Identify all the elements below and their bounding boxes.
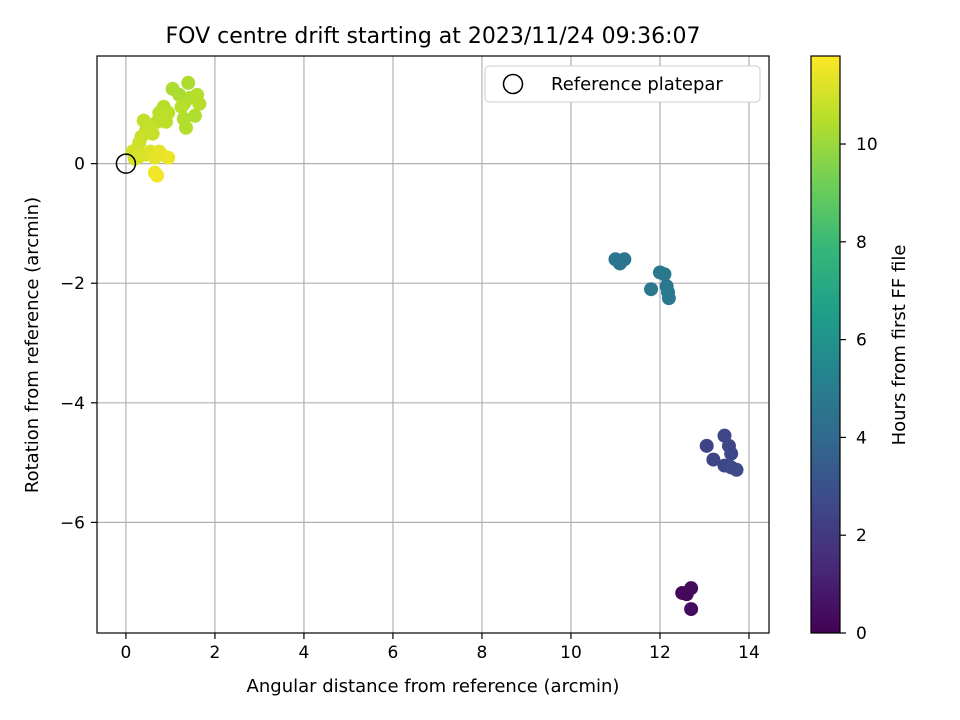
reference-platepar-marker xyxy=(115,153,137,174)
plot-frame xyxy=(96,55,770,634)
legend-box xyxy=(484,65,761,103)
data-point xyxy=(181,75,196,90)
data-point xyxy=(617,252,632,267)
data-point xyxy=(161,150,176,165)
data-point xyxy=(644,282,659,297)
colorbar-tick-label: 4 xyxy=(856,428,867,448)
y-axis-ticks: 0 −2 −4 −6 xyxy=(60,155,97,533)
data-point xyxy=(661,291,676,306)
data-point xyxy=(179,120,194,135)
data-point xyxy=(150,168,165,183)
data-point xyxy=(192,96,207,111)
data-point xyxy=(657,267,672,282)
legend-entry: Reference platepar xyxy=(551,74,723,95)
colorbar xyxy=(810,55,841,634)
x-tick-label: 14 xyxy=(738,643,760,663)
y-axis-label: Rotation from reference (arcmin) xyxy=(22,197,43,493)
legend: Reference platepar xyxy=(484,65,761,103)
x-tick-label: 8 xyxy=(477,643,488,663)
colorbar-tick-label: 2 xyxy=(856,526,867,546)
x-axis-label: Angular distance from reference (arcmin) xyxy=(247,676,620,697)
x-tick-label: 12 xyxy=(649,643,671,663)
x-tick-label: 4 xyxy=(299,643,310,663)
colorbar-tick-label: 8 xyxy=(856,233,867,253)
scatter-points xyxy=(115,75,744,617)
x-axis-ticks: 0 2 4 6 8 10 12 14 xyxy=(121,633,760,663)
data-point xyxy=(145,126,160,141)
legend-reference-marker xyxy=(502,73,524,95)
data-point xyxy=(724,446,739,461)
chart-title: FOV centre drift starting at 2023/11/24 … xyxy=(166,24,701,49)
x-tick-label: 0 xyxy=(121,643,132,663)
data-point xyxy=(684,602,699,617)
y-tick-label: −2 xyxy=(60,274,85,294)
colorbar-tick-label: 6 xyxy=(856,331,867,351)
data-point xyxy=(729,462,744,477)
x-tick-label: 6 xyxy=(388,643,399,663)
y-tick-label: −6 xyxy=(60,513,85,533)
data-point xyxy=(699,438,714,453)
y-tick-label: −4 xyxy=(60,394,85,414)
colorbar-label: Hours from first FF file xyxy=(889,245,910,446)
colorbar-ticks: 0 2 4 6 8 10 xyxy=(840,135,878,644)
grid xyxy=(97,56,769,633)
x-tick-label: 10 xyxy=(560,643,582,663)
x-tick-label: 2 xyxy=(210,643,221,663)
colorbar-tick-label: 10 xyxy=(856,135,878,155)
y-tick-label: 0 xyxy=(74,155,85,175)
data-point xyxy=(706,452,721,467)
colorbar-tick-label: 0 xyxy=(856,624,867,644)
data-point xyxy=(174,99,189,114)
data-point xyxy=(684,581,699,596)
data-point xyxy=(187,108,202,123)
